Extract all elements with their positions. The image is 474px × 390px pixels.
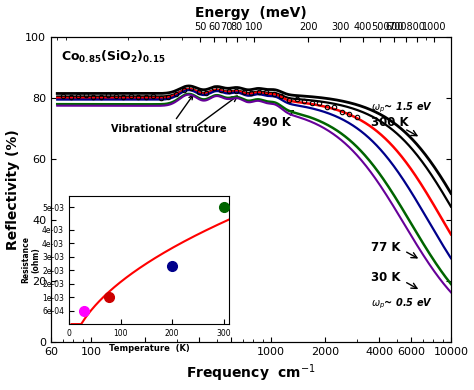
Text: $\omega_p$~ 1.5 eV: $\omega_p$~ 1.5 eV	[371, 101, 433, 115]
Text: 300 K: 300 K	[371, 115, 409, 129]
Text: 30 K: 30 K	[371, 271, 401, 284]
Text: Vibrational structure: Vibrational structure	[111, 96, 227, 134]
X-axis label: Energy  (meV): Energy (meV)	[195, 5, 307, 20]
Text: 77 K: 77 K	[371, 241, 401, 254]
Y-axis label: Reflectivity (%): Reflectivity (%)	[6, 129, 19, 250]
Text: 490 K: 490 K	[254, 111, 293, 129]
Text: $\omega_p$~ 0.5 eV: $\omega_p$~ 0.5 eV	[371, 296, 433, 310]
Text: $\mathbf{Co_{0.85}(SiO_2)_{0.15}}$: $\mathbf{Co_{0.85}(SiO_2)_{0.15}}$	[61, 49, 165, 65]
X-axis label: Frequency  cm$^{-1}$: Frequency cm$^{-1}$	[186, 363, 316, 385]
